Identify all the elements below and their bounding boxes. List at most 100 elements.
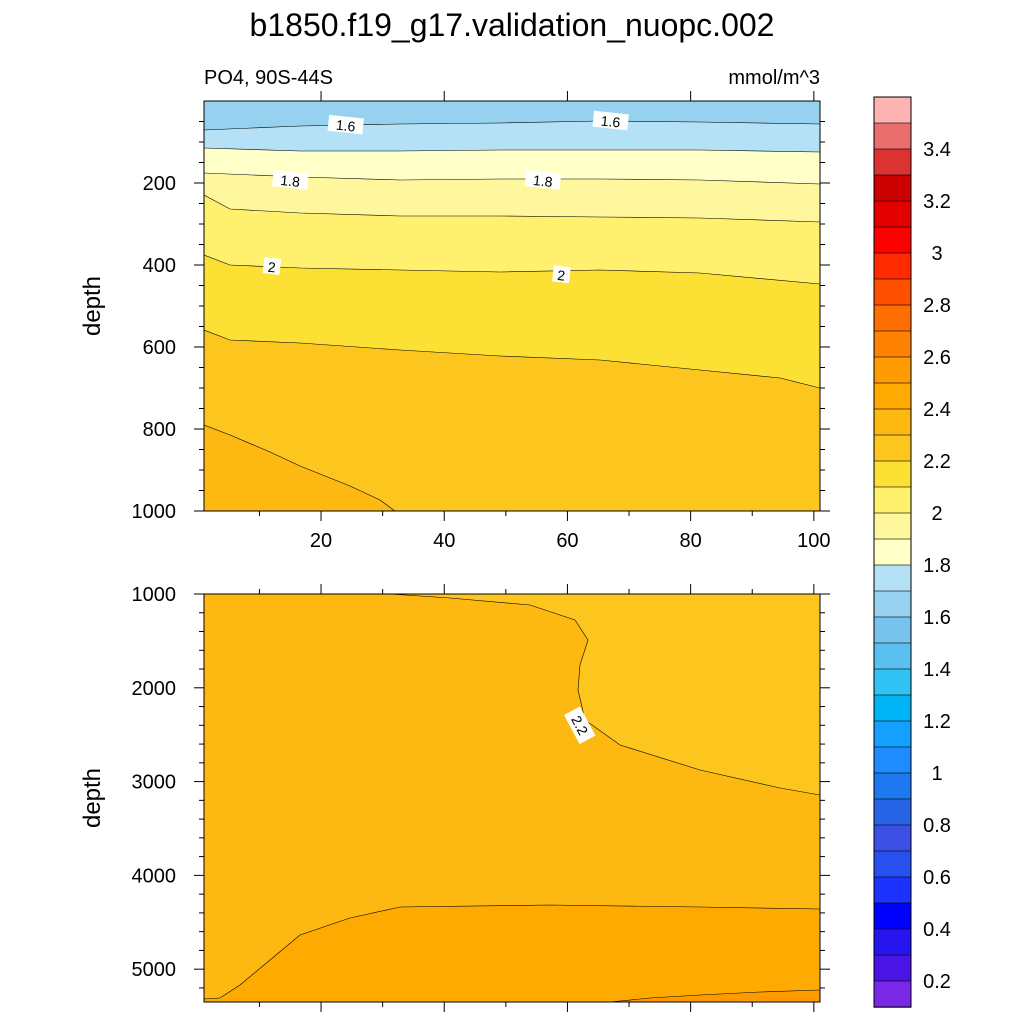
colorbar-swatch — [873, 694, 912, 722]
upper-x-tick-label: 40 — [433, 530, 455, 552]
lower-plot-frame — [203, 593, 821, 1003]
contour-label: 2 — [267, 259, 277, 276]
colorbar-label: 2.6 — [923, 347, 951, 369]
colorbar-swatch — [873, 382, 912, 410]
band-gt-2-2 — [204, 425, 395, 511]
lower-y-ticks: 1000 2000 3000 4000 5000 — [132, 584, 830, 989]
colorbar-swatch — [873, 720, 912, 748]
lower-contour-labels: 2.2 — [564, 706, 596, 745]
colorbar-label: 2 — [931, 503, 942, 525]
contour-label: 2 — [557, 267, 567, 284]
lower-y-tick-label: 5000 — [132, 959, 177, 981]
colorbar-swatch — [873, 642, 912, 670]
panel-subtitle-left: PO4, 90S-44S — [204, 67, 333, 89]
upper-y-tick-label: 800 — [143, 419, 176, 441]
band-bottom — [610, 990, 820, 1002]
colorbar-label: 3 — [931, 243, 942, 265]
colorbar-swatch — [873, 252, 912, 280]
upper-y-tick-label: 1000 — [132, 501, 177, 523]
colorbar-swatch — [873, 278, 912, 306]
colorbar-swatch — [873, 824, 912, 852]
colorbar-swatch — [873, 798, 912, 826]
lower-y-tick-label: 3000 — [132, 772, 177, 794]
contour-label-bg — [524, 170, 562, 190]
colorbar-swatch — [873, 850, 912, 878]
upper-x-ticks: 20 40 60 80 100 — [258, 91, 831, 552]
colorbar-label: 2.8 — [923, 295, 951, 317]
colorbar-swatch — [873, 746, 912, 774]
contour-label: 1.8 — [280, 172, 301, 190]
upper-contour-labels: 1.6 1.6 1.8 1.8 2 2 — [262, 110, 629, 284]
colorbar-label: 0.6 — [923, 867, 951, 889]
colorbar-swatch — [873, 408, 912, 436]
colorbar-swatch — [873, 772, 912, 800]
colorbar-swatch — [873, 304, 912, 332]
colorbar-swatch — [873, 980, 912, 1008]
lower-y-tick-label: 4000 — [132, 865, 177, 887]
upper-y-ticks: 200 400 600 800 1000 — [132, 121, 830, 523]
lower-y-tick-label: 1000 — [132, 584, 177, 606]
colorbar-label: 1.6 — [923, 607, 951, 629]
upper-y-tick-label: 600 — [143, 337, 176, 359]
contour-label-bg — [564, 706, 596, 745]
colorbar-label: 0.8 — [923, 815, 951, 837]
colorbar-swatch — [873, 96, 912, 124]
colorbar-swatch — [873, 564, 912, 592]
colorbar-swatch — [873, 460, 912, 488]
colorbar-label: 2.2 — [923, 451, 951, 473]
upper-y-tick-label: 200 — [143, 173, 176, 195]
colorbar-swatch — [873, 330, 912, 358]
upper-x-tick-label: 60 — [556, 530, 578, 552]
contour-label-bg — [272, 170, 309, 190]
contour-label: 1.6 — [335, 117, 356, 135]
lower-x-ticks — [258, 584, 815, 1012]
band-2-1-2-2 — [390, 594, 820, 795]
colorbar-swatch — [873, 174, 912, 202]
colorbar-label: 2.4 — [923, 399, 951, 421]
colorbar-swatch — [873, 590, 912, 618]
lower-contour-fill — [204, 594, 820, 1002]
colorbar-swatch — [873, 356, 912, 384]
colorbar-swatch — [873, 928, 912, 956]
upper-y-axis-label: depth — [79, 276, 106, 336]
colorbar-swatch — [873, 668, 912, 696]
contour-label-bg — [552, 265, 571, 284]
lower-y-tick-label: 2000 — [132, 678, 177, 700]
colorbar-swatch — [873, 122, 912, 150]
colorbar-label: 1.2 — [923, 711, 951, 733]
colorbar-swatch — [873, 876, 912, 904]
contour-label: 1.8 — [532, 172, 553, 190]
lower-panel: 1000 2000 3000 4000 5000 2.2 depth — [79, 584, 830, 1012]
colorbar-label: 3.2 — [923, 191, 951, 213]
colorbar-label: 0.2 — [923, 971, 951, 993]
colorbar-swatch — [873, 148, 912, 176]
colorbar-swatch — [873, 616, 912, 644]
colorbar-swatch — [873, 512, 912, 540]
upper-x-tick-label: 20 — [310, 530, 332, 552]
contour-label-bg — [327, 114, 365, 135]
lower-y-axis-label: depth — [79, 768, 106, 828]
colorbar-frame — [873, 96, 912, 1008]
colorbar-label: 1.8 — [923, 555, 951, 577]
band-2-1-2-2 — [204, 330, 820, 511]
colorbar-label: 0.4 — [923, 919, 951, 941]
colorbar-swatch — [873, 200, 912, 228]
colorbar-label: 1 — [931, 763, 942, 785]
contour-label-bg — [592, 110, 629, 131]
colorbar-swatch — [873, 486, 912, 514]
figure-title: b1850.f19_g17.validation_nuopc.002 — [250, 7, 775, 43]
colorbar-swatch — [873, 538, 912, 566]
band-gt-2-3 — [204, 905, 820, 1002]
contour-label: 1.6 — [600, 113, 621, 131]
upper-contour-fill — [204, 101, 820, 511]
colorbar-swatch — [873, 954, 912, 982]
panel-subtitle-units: mmol/m^3 — [728, 67, 820, 89]
colorbar-label: 3.4 — [923, 139, 951, 161]
colorbar-swatch — [873, 902, 912, 930]
colorbar-label: 1.4 — [923, 659, 951, 681]
upper-x-tick-label: 80 — [680, 530, 702, 552]
colorbar-swatch — [873, 434, 912, 462]
contour-label-bg — [262, 257, 282, 275]
